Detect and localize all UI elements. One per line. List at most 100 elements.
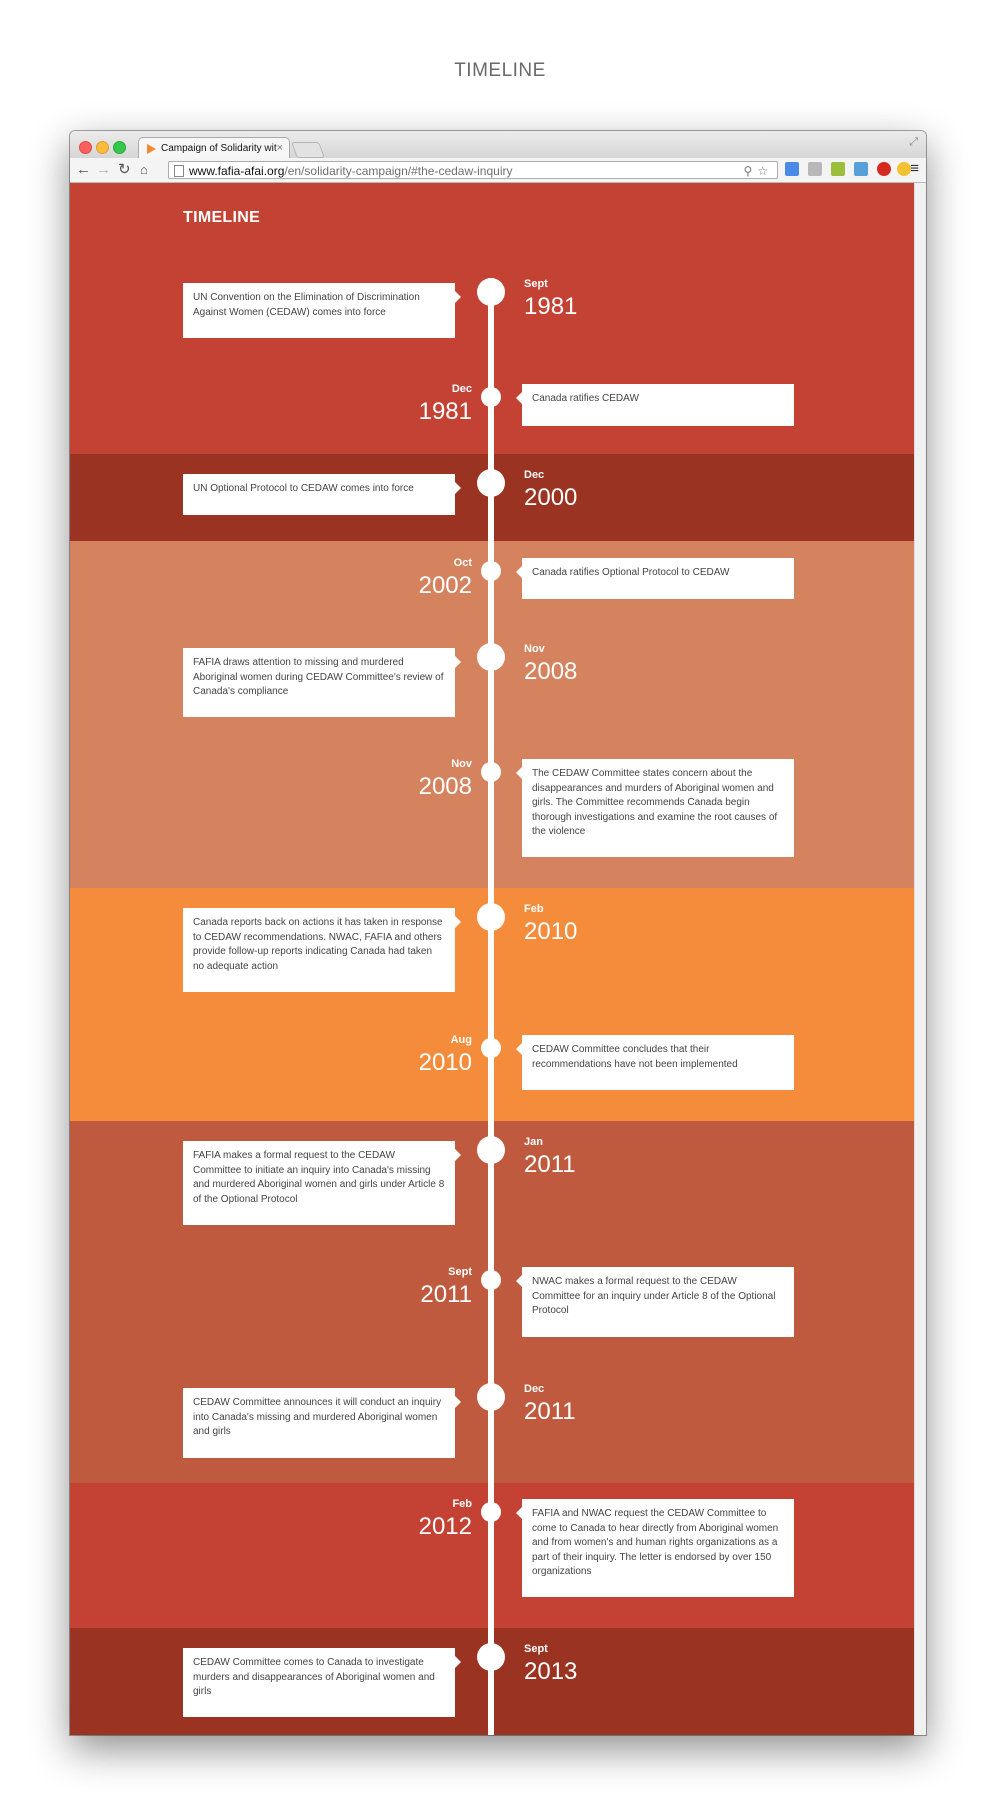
event-year: 2000: [524, 484, 578, 511]
event-month: Dec: [524, 469, 545, 481]
event-card: Canada ratifies CEDAW: [516, 384, 794, 426]
event-card: UN Optional Protocol to CEDAW comes into…: [183, 474, 461, 515]
timeline-node: [481, 1270, 501, 1290]
event-card: UN Convention on the Elimination of Disc…: [183, 283, 461, 338]
event-month: Feb: [524, 903, 544, 915]
translate-extension-icon[interactable]: [785, 162, 799, 176]
forward-button[interactable]: →: [96, 161, 111, 178]
event-description: Canada reports back on actions it has ta…: [193, 917, 443, 972]
timeline-node: [477, 278, 505, 306]
timeline-node: [481, 762, 501, 782]
search-and-bookmark-icons[interactable]: ⚲☆: [743, 164, 773, 178]
fullscreen-icon[interactable]: ⤢: [909, 136, 918, 148]
menu-icon[interactable]: ≡: [910, 160, 919, 177]
event-month: Dec: [524, 1383, 545, 1395]
browser-tab[interactable]: Campaign of Solidarity wit ×: [138, 137, 290, 158]
event-card: CEDAW Committee announces it will conduc…: [183, 1388, 461, 1458]
timeline-node: [477, 1383, 505, 1411]
event-date: Jan 2011: [524, 1136, 644, 1179]
event-year: 2010: [418, 1049, 472, 1076]
notification-extension-icon[interactable]: [897, 162, 911, 176]
browser-toolbar: ← → ↻ ⌂ www.fafia-afai.org/en/solidarity…: [70, 158, 926, 183]
extension-icon[interactable]: [854, 162, 868, 176]
event-year: 2008: [524, 658, 578, 685]
event-month: Feb: [452, 1498, 472, 1510]
event-date: Nov 2008: [352, 758, 472, 801]
event-date: Sept 1981: [524, 278, 644, 321]
timeline-node: [477, 1136, 505, 1164]
event-date: Dec 1981: [352, 383, 472, 426]
close-tab-icon[interactable]: ×: [276, 142, 283, 154]
event-year: 2011: [524, 1398, 576, 1425]
extension-icon[interactable]: [808, 162, 822, 176]
event-date: Feb 2012: [352, 1498, 472, 1541]
event-description: The CEDAW Committee states concern about…: [532, 768, 778, 838]
event-year: 2010: [524, 918, 578, 945]
back-button[interactable]: ←: [76, 161, 91, 178]
minimize-window-button[interactable]: [96, 141, 109, 154]
event-card: Canada ratifies Optional Protocol to CED…: [516, 558, 794, 599]
title-bar: Campaign of Solidarity wit × ⤢: [70, 131, 926, 158]
event-month: Oct: [453, 557, 472, 569]
timeline-node: [481, 561, 501, 581]
event-description: UN Convention on the Elimination of Disc…: [193, 292, 420, 318]
url-host: www.fafia-afai.org: [189, 164, 285, 178]
event-card: The CEDAW Committee states concern about…: [516, 759, 794, 857]
page-viewport: TIMELINE UN Convention on the Eliminatio…: [70, 183, 915, 1735]
timeline-node: [481, 387, 501, 407]
reload-button[interactable]: ↻: [118, 161, 131, 178]
event-month: Aug: [450, 1034, 472, 1046]
address-bar[interactable]: www.fafia-afai.org/en/solidarity-campaig…: [168, 161, 778, 179]
event-year: 2011: [420, 1281, 472, 1308]
event-description: UN Optional Protocol to CEDAW comes into…: [193, 483, 414, 494]
tab-title: Campaign of Solidarity wit: [161, 143, 277, 154]
event-date: Dec 2011: [524, 1383, 644, 1426]
timeline-node: [477, 1643, 505, 1671]
event-description: NWAC makes a formal request to the CEDAW…: [532, 1276, 776, 1317]
event-date: Nov 2008: [524, 643, 644, 686]
event-date: Dec 2000: [524, 469, 644, 512]
timeline-spine: [488, 278, 494, 1735]
event-description: Canada ratifies Optional Protocol to CED…: [532, 567, 730, 578]
event-month: Nov: [451, 758, 472, 770]
event-date: Aug 2010: [352, 1034, 472, 1077]
event-description: FAFIA and NWAC request the CEDAW Committ…: [532, 1508, 779, 1578]
timeline-node: [481, 1502, 501, 1522]
scrollbar[interactable]: [914, 183, 926, 1735]
section-heading: TIMELINE: [183, 209, 261, 226]
event-date: Oct 2002: [352, 557, 472, 600]
home-button[interactable]: ⌂: [140, 162, 148, 177]
event-description: CEDAW Committee announces it will conduc…: [193, 1397, 442, 1438]
event-month: Nov: [524, 643, 545, 655]
browser-window: Campaign of Solidarity wit × ⤢ ← → ↻ ⌂ w…: [70, 131, 926, 1735]
close-window-button[interactable]: [79, 141, 92, 154]
new-tab-button[interactable]: [291, 142, 325, 158]
timeline-node: [477, 643, 505, 671]
event-year: 2013: [524, 1658, 578, 1685]
extension-icon[interactable]: [831, 162, 845, 176]
event-month: Sept: [524, 278, 548, 290]
zoom-window-button[interactable]: [113, 141, 126, 154]
event-month: Dec: [451, 383, 472, 395]
favicon-icon: [147, 144, 156, 154]
event-description: FAFIA draws attention to missing and mur…: [193, 657, 444, 698]
event-card: NWAC makes a formal request to the CEDAW…: [516, 1267, 794, 1337]
event-card: Canada reports back on actions it has ta…: [183, 908, 461, 992]
record-extension-icon[interactable]: [877, 162, 891, 176]
timeline-node: [477, 903, 505, 931]
event-year: 2008: [418, 773, 472, 800]
event-date: Sept 2013: [524, 1643, 644, 1686]
event-date: Sept 2011: [352, 1266, 472, 1309]
event-year: 1981: [524, 293, 578, 320]
event-month: Sept: [524, 1643, 548, 1655]
event-year: 2011: [524, 1151, 576, 1178]
url-path: /en/solidarity-campaign/#the-cedaw-inqui…: [284, 164, 513, 178]
event-year: 2012: [418, 1513, 472, 1540]
event-card: CEDAW Committee comes to Canada to inves…: [183, 1648, 461, 1717]
event-card: FAFIA and NWAC request the CEDAW Committ…: [516, 1499, 794, 1597]
event-month: Jan: [524, 1136, 543, 1148]
event-year: 2002: [418, 572, 472, 599]
event-description: CEDAW Committee concludes that their rec…: [532, 1044, 738, 1070]
timeline-node: [481, 1038, 501, 1058]
event-description: CEDAW Committee comes to Canada to inves…: [193, 1657, 435, 1698]
